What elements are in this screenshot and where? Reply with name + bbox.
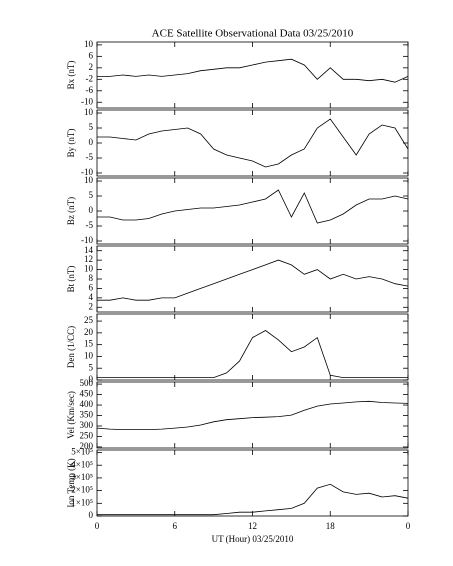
y-axis-label: Vel (Km/sec) [66, 391, 76, 439]
data-line [97, 259, 409, 301]
y-tick-label: 10 [84, 175, 94, 185]
y-tick-label: 4×10⁵ [71, 459, 93, 469]
x-tick-label: 12 [248, 521, 257, 531]
data-line [97, 189, 409, 224]
y-tick-label: 5 [89, 122, 94, 132]
panel-frame [96, 313, 409, 381]
y-tick-label: 15 [84, 339, 94, 349]
y-axis-label: Ion Temp (K) [66, 458, 76, 507]
y-tick-label: 400 [80, 399, 94, 409]
y-axis-label: Bt (nT) [66, 266, 76, 293]
panel-frame [96, 41, 409, 109]
panel-frame [96, 109, 409, 177]
data-line [97, 330, 408, 378]
y-tick-label: 0 [89, 137, 94, 147]
x-tick-label: 6 [173, 521, 178, 531]
chart-title: ACE Satellite Observational Data 03/25/2… [152, 28, 354, 40]
y-tick-label: 10 [84, 39, 94, 49]
y-tick-label: 5 [89, 362, 94, 372]
data-line [96, 400, 409, 430]
y-tick-label: 10 [84, 264, 94, 274]
y-tick-label: 0 [89, 205, 94, 215]
panel-frame [96, 449, 409, 517]
y-tick-label: 12 [84, 254, 93, 264]
y-tick-label: 300 [80, 420, 94, 430]
y-tick-label: -6 [86, 85, 94, 95]
y-tick-label: 450 [80, 389, 94, 399]
data-line [97, 58, 409, 83]
y-tick-label: -10 [81, 167, 93, 177]
y-tick-label: 20 [84, 327, 94, 337]
data-line [97, 118, 409, 168]
x-tick-label: 0 [95, 521, 100, 531]
y-tick-label: -10 [81, 235, 93, 245]
y-tick-label: 10 [84, 350, 94, 360]
y-tick-label: 5×10⁵ [71, 447, 93, 457]
y-tick-label: 10 [84, 107, 94, 117]
panel-frame [96, 381, 409, 449]
y-tick-label: 25 [84, 315, 94, 325]
y-tick-label: 500 [80, 378, 94, 388]
y-tick-label: 6 [89, 50, 94, 60]
y-tick-label: 8 [89, 273, 94, 283]
y-axis-label: Bx (nT) [66, 61, 76, 90]
y-axis-label: Den (1/CC) [66, 326, 76, 368]
y-tick-label: 1×10⁵ [71, 497, 93, 507]
y-tick-label: 0 [89, 510, 94, 520]
y-tick-label: 2 [89, 301, 94, 311]
x-tick-label: 18 [326, 521, 336, 531]
y-tick-label: 350 [80, 410, 94, 420]
y-tick-label: 6 [89, 282, 94, 292]
y-tick-label: -10 [81, 96, 93, 106]
y-tick-label: 250 [80, 431, 94, 441]
y-tick-label: 2 [89, 62, 94, 72]
x-tick-label: 0 [406, 521, 411, 531]
y-tick-label: -5 [86, 152, 94, 162]
y-tick-label: 4 [89, 292, 94, 302]
panel-frame [96, 245, 409, 313]
y-tick-label: 3×10⁵ [71, 472, 93, 482]
y-tick-label: 200 [80, 441, 94, 451]
x-axis-label: UT (Hour) 03/25/2010 [212, 534, 294, 544]
y-axis-label: By (nT) [66, 129, 76, 158]
y-axis-label: Bz (nT) [66, 197, 76, 225]
y-tick-label: 2×10⁵ [71, 485, 93, 495]
y-tick-label: 5 [89, 190, 94, 200]
y-tick-label: -5 [86, 220, 94, 230]
y-tick-label: 14 [84, 245, 94, 255]
panel-frame [96, 177, 409, 245]
y-tick-label: -2 [86, 73, 94, 83]
data-line [97, 483, 409, 516]
y-tick-label: 0 [89, 374, 94, 384]
